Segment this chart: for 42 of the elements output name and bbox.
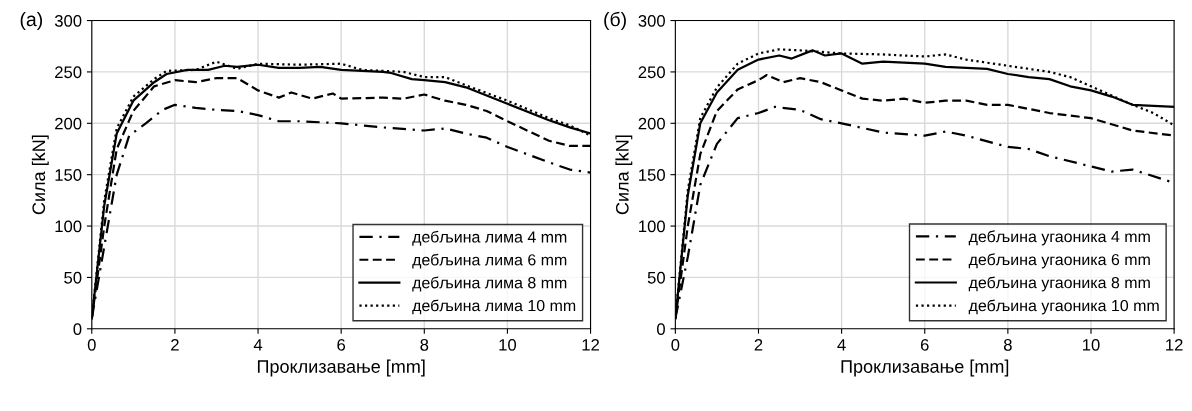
y-tick-label: 100 — [639, 220, 665, 233]
legend-label: дебљина лима 8 mm — [412, 276, 567, 292]
x-tick-label: 12 — [582, 338, 599, 351]
legend-label: дебљина угаоника 10 mm — [968, 299, 1159, 315]
chart-title: (б) — [604, 11, 626, 31]
x-axis-title: Проклизавање [mm] — [841, 359, 1009, 377]
x-tick-label: 2 — [171, 338, 179, 351]
y-tick-label: 300 — [54, 14, 82, 27]
x-tick-label: 4 — [837, 339, 846, 351]
x-tick-label: 10 — [1082, 338, 1100, 351]
x-tick-label: 4 — [253, 339, 263, 351]
y-tick-label: 0 — [73, 323, 82, 335]
y-tick-label: 0 — [657, 323, 665, 335]
y-axis-title: Сила [kN] — [615, 135, 633, 215]
x-tick-label: 0 — [87, 338, 96, 351]
y-tick-label: 200 — [638, 117, 665, 130]
y-tick-label: 300 — [638, 14, 665, 27]
x-tick-label: 8 — [420, 338, 429, 351]
y-tick-label: 250 — [638, 66, 665, 79]
x-axis-title: Проклизавање [mm] — [257, 359, 425, 377]
y-tick-label: 150 — [639, 169, 665, 181]
y-tick-label: 200 — [55, 117, 82, 130]
legend-label: дебљина лима 4 mm — [412, 230, 567, 246]
y-tick-label: 50 — [64, 271, 82, 284]
x-tick-label: 8 — [1003, 338, 1012, 351]
chart-title: (a) — [20, 12, 43, 31]
y-tick-label: 50 — [647, 271, 665, 284]
x-tick-label: 2 — [754, 338, 763, 351]
legend-label: дебљина угаоника 6 mm — [968, 253, 1150, 269]
y-tick-label: 250 — [55, 66, 82, 79]
legend-label: дебљина угаоника 4 mm — [968, 230, 1150, 246]
legend-label: дебљина лима 6 mm — [412, 253, 567, 269]
x-tick-label: 10 — [499, 338, 517, 351]
y-tick-label: 100 — [55, 220, 82, 233]
legend-label: дебљина угаоника 8 mm — [968, 276, 1150, 292]
x-tick-label: 6 — [337, 338, 346, 351]
x-tick-label: 12 — [1166, 338, 1183, 351]
x-tick-label: 6 — [920, 338, 929, 351]
x-tick-label: 0 — [671, 338, 680, 351]
y-tick-label: 150 — [55, 169, 82, 181]
legend-label: дебљина лима 10 mm — [412, 299, 576, 315]
y-axis-title: Сила [kN] — [31, 135, 49, 215]
